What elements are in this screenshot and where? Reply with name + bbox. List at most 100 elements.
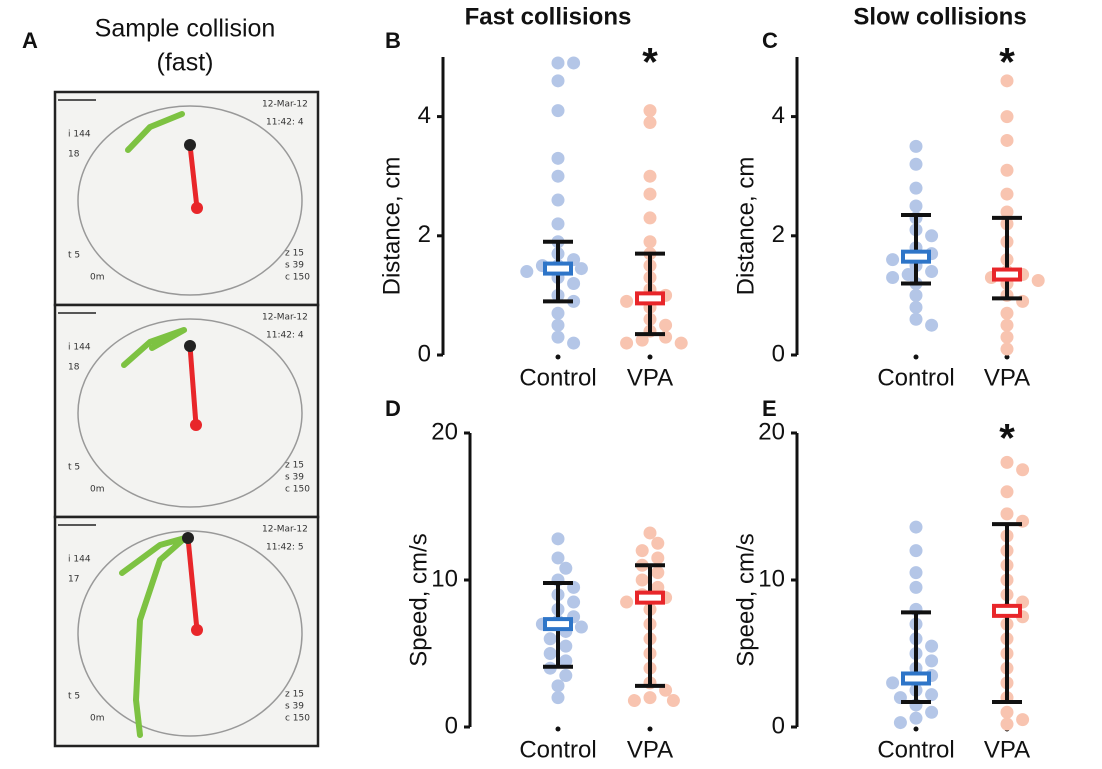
x-tick-label: Control: [519, 736, 596, 763]
data-point: [651, 566, 665, 580]
arena: [77, 530, 303, 737]
data-point: [1000, 318, 1014, 332]
frame-label: 12-Mar-12: [262, 100, 308, 110]
data-point: [559, 639, 573, 653]
median-box: [901, 671, 931, 686]
x-tick: [913, 726, 919, 732]
fish-track-red: [187, 345, 199, 426]
frame-label: t 5: [68, 463, 80, 473]
data-point: [909, 288, 923, 302]
fish-track-red: [187, 144, 200, 209]
data-point: [551, 56, 565, 70]
y-axis-label: Distance, cm: [378, 157, 405, 296]
fish-tail: [191, 202, 203, 214]
data-point: [925, 654, 939, 668]
data-point: [520, 265, 534, 279]
data-point: [1000, 205, 1014, 219]
data-point: [551, 193, 565, 207]
y-tick-label: 10: [758, 565, 785, 592]
median-box: [992, 267, 1022, 282]
fish-track: [119, 535, 188, 738]
frame-label: s 39: [285, 473, 304, 483]
video-frame: [53, 515, 320, 748]
frame-label: s 39: [285, 702, 304, 712]
data-point: [551, 74, 565, 88]
data-point: [543, 647, 557, 660]
panel-letter: D: [385, 396, 401, 421]
fish-track: [125, 111, 185, 153]
significance-mark: *: [642, 41, 658, 85]
data-point: [627, 694, 641, 708]
y-axis-label: Distance, cm: [732, 157, 759, 296]
data-point: [651, 551, 665, 565]
arena: [77, 318, 303, 508]
data-point: [925, 688, 939, 702]
frame-label: i 144: [68, 343, 91, 353]
x-tick-label: Control: [877, 736, 954, 763]
data-point: [925, 705, 939, 719]
frame-label: 18: [68, 363, 80, 373]
y-tick-label: 20: [758, 418, 785, 445]
x-tick-label: VPA: [984, 736, 1030, 763]
data-point: [659, 318, 673, 332]
data-point: [1000, 163, 1014, 177]
data-point: [567, 56, 581, 70]
fish-track: [121, 327, 187, 368]
data-point: [620, 595, 634, 609]
data-point: [635, 544, 649, 558]
data-point: [1000, 705, 1014, 719]
y-tick-label: 10: [431, 565, 458, 592]
arena: [77, 105, 303, 296]
x-tick-label: VPA: [984, 364, 1030, 391]
frame-label: 0m: [90, 273, 105, 283]
y-tick-label: 0: [418, 340, 431, 367]
data-point: [551, 104, 565, 118]
data-point: [1000, 74, 1014, 88]
frame-label: i 144: [68, 555, 91, 565]
data-point: [909, 312, 923, 326]
data-point: [620, 294, 634, 308]
data-point: [1016, 713, 1030, 727]
data-point: [651, 580, 665, 594]
data-point: [574, 620, 588, 634]
data-point: [643, 691, 657, 705]
data-point: [620, 336, 634, 350]
data-point: [643, 104, 657, 118]
y-tick-label: 0: [772, 712, 785, 739]
y-tick-label: 0: [772, 340, 785, 367]
data-point: [643, 116, 657, 130]
median-box: [635, 590, 665, 605]
data-point: [909, 199, 923, 213]
frame-label: 12-Mar-12: [262, 313, 308, 323]
data-point: [559, 561, 573, 575]
data-point: [1000, 133, 1014, 147]
frame-label: 17: [68, 575, 79, 585]
data-point: [643, 169, 657, 183]
data-point: [574, 262, 588, 276]
median-box: [992, 603, 1022, 618]
panel-letter: E: [762, 396, 777, 421]
fish-head: [184, 139, 196, 151]
data-point: [1000, 485, 1014, 499]
fish-head: [184, 340, 196, 352]
data-point: [559, 669, 573, 683]
panel-letter: A: [22, 28, 38, 53]
frame-label: 12-Mar-12: [262, 525, 308, 535]
data-point: [1031, 274, 1045, 287]
median-box: [543, 617, 573, 632]
data-point: [909, 711, 923, 725]
frame-label: z 15: [285, 461, 304, 471]
data-point: [674, 336, 688, 350]
data-point: [635, 573, 649, 587]
data-point: [1000, 455, 1014, 469]
x-tick: [913, 354, 919, 360]
data-point: [1016, 463, 1030, 477]
fish-head: [182, 532, 194, 544]
y-tick-label: 0: [445, 712, 458, 739]
chart-title: Slow collisions: [853, 3, 1026, 30]
data-point: [635, 333, 649, 347]
data-point: [893, 716, 907, 730]
data-point: [909, 544, 923, 558]
data-point: [909, 139, 923, 153]
